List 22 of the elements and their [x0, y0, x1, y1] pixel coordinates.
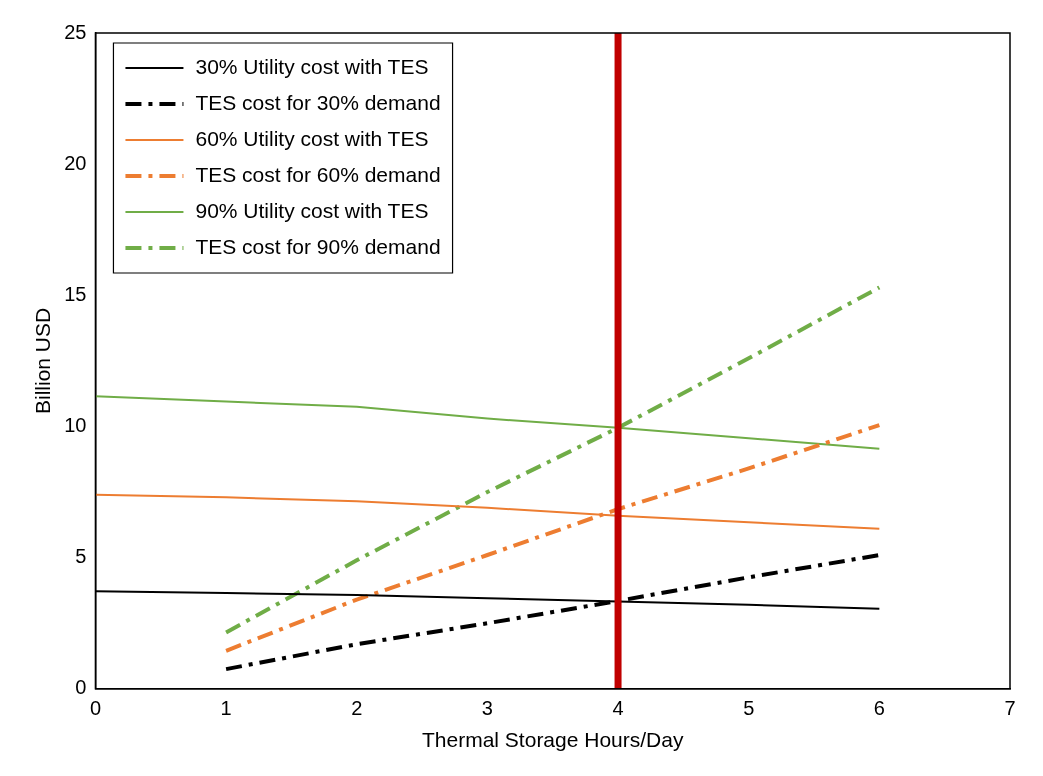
y-tick-label: 20 — [64, 151, 87, 174]
legend-label: TES cost for 90% demand — [195, 234, 441, 258]
legend-label: 30% Utility cost with TES — [195, 54, 429, 78]
x-tick-label: 4 — [612, 697, 624, 720]
y-tick-label: 15 — [64, 282, 87, 305]
legend-label: TES cost for 30% demand — [195, 90, 441, 114]
legend-label: 60% Utility cost with TES — [195, 126, 429, 150]
y-tick-label: 0 — [75, 676, 87, 699]
x-tick-label: 7 — [1004, 697, 1016, 720]
legend-label: 90% Utility cost with TES — [195, 198, 429, 222]
y-tick-label: 10 — [64, 414, 87, 436]
y-tick-label: 25 — [64, 20, 87, 43]
x-tick-label: 0 — [89, 697, 102, 720]
x-tick-label: 3 — [481, 697, 493, 720]
x-tick-label: 2 — [351, 697, 363, 720]
x-axis-title: Thermal Storage Hours/Day — [422, 728, 684, 752]
x-tick-label: 1 — [220, 697, 232, 720]
x-tick-label: 5 — [743, 697, 755, 720]
legend-label: TES cost for 60% demand — [195, 162, 441, 186]
y-axis-title: Billion USD — [31, 307, 55, 414]
y-tick-label: 5 — [75, 545, 87, 568]
x-tick-label: 6 — [873, 697, 885, 720]
